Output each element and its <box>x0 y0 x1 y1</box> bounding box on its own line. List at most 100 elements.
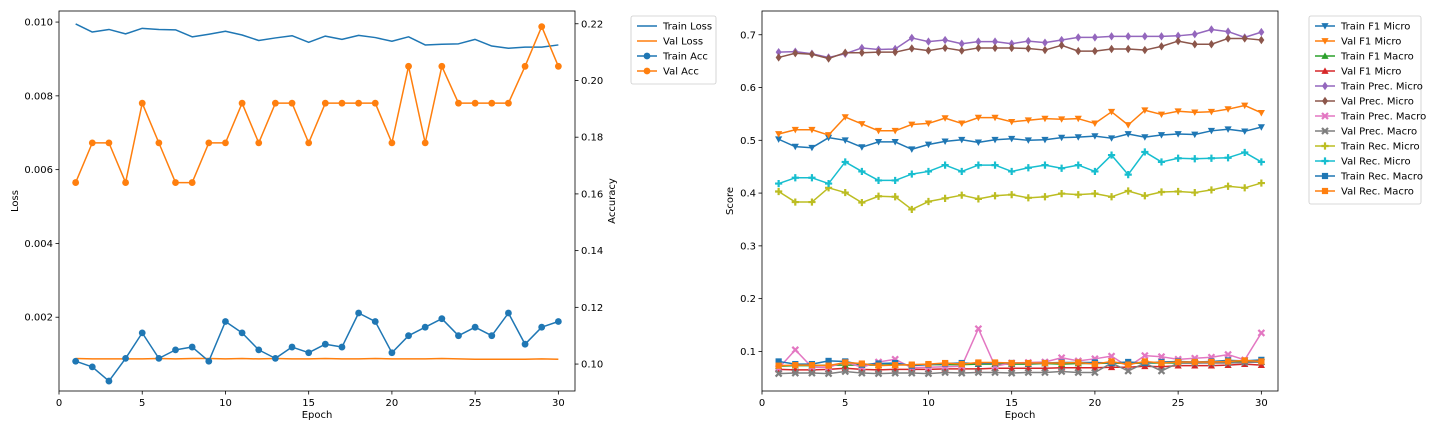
data-point <box>1241 128 1249 135</box>
data-point <box>808 50 815 59</box>
data-point <box>808 144 816 152</box>
legend-item: Train Rec. Macro <box>1315 172 1423 183</box>
data-point <box>1241 34 1248 43</box>
data-point <box>892 47 899 57</box>
data-point <box>958 167 966 176</box>
data-point <box>841 114 849 121</box>
data-point <box>875 47 882 57</box>
data-point <box>405 332 412 340</box>
data-point <box>1158 42 1165 51</box>
series-val-f1-micro <box>775 102 1265 139</box>
data-point <box>775 187 783 196</box>
data-point <box>1224 154 1232 162</box>
data-point <box>1241 102 1249 110</box>
y2-tick-label: 0.22 <box>581 19 603 30</box>
data-point <box>388 349 396 357</box>
data-point <box>1125 44 1132 54</box>
data-point <box>1207 154 1216 162</box>
legend-item: Train Prec. Macro <box>1315 112 1426 123</box>
x-tick-label: 15 <box>302 398 315 409</box>
data-point <box>1174 154 1182 162</box>
data-point <box>1025 359 1032 367</box>
data-point <box>1258 35 1265 45</box>
data-point <box>405 62 412 70</box>
data-point <box>958 191 966 199</box>
data-point <box>791 369 800 377</box>
data-point <box>355 309 363 317</box>
legend-item: Train Prec. Micro <box>1315 82 1423 93</box>
data-point <box>1058 134 1066 142</box>
data-point <box>991 368 999 377</box>
legend-marker <box>1321 172 1329 180</box>
data-point <box>825 357 832 365</box>
data-point <box>238 329 246 337</box>
data-point <box>1208 25 1215 34</box>
data-point <box>1058 116 1066 123</box>
data-point <box>471 323 479 331</box>
data-point <box>538 323 546 331</box>
legend-marker <box>1321 38 1329 45</box>
data-point <box>1041 45 1048 55</box>
data-point <box>924 120 933 128</box>
data-point <box>1157 367 1166 375</box>
data-point <box>824 179 833 188</box>
x-tick-label: 5 <box>139 398 145 409</box>
x-tick-label: 0 <box>759 398 765 409</box>
data-point <box>88 139 96 147</box>
data-point <box>488 332 496 340</box>
data-point <box>1008 118 1016 126</box>
data-point <box>1008 167 1016 176</box>
data-point <box>941 161 949 169</box>
data-point <box>908 121 916 129</box>
data-point <box>1091 368 1099 377</box>
data-point <box>891 176 899 185</box>
data-point <box>122 179 129 186</box>
series-val-loss <box>75 357 559 361</box>
data-point <box>1241 357 1248 364</box>
data-point <box>255 139 263 147</box>
data-point <box>321 99 329 107</box>
data-point <box>891 369 899 377</box>
y-tick-label: 0.010 <box>24 18 53 29</box>
data-point <box>222 318 229 325</box>
legend-label: Val Acc <box>663 67 699 78</box>
data-point <box>958 46 965 55</box>
data-point <box>974 324 983 333</box>
data-point <box>991 359 999 366</box>
data-point <box>271 354 279 362</box>
data-point <box>1041 193 1049 201</box>
data-point <box>1224 182 1232 190</box>
data-point <box>1074 134 1082 141</box>
data-point <box>1174 187 1182 196</box>
data-point <box>991 161 999 169</box>
data-point <box>774 369 783 378</box>
data-point <box>925 37 932 46</box>
data-point <box>841 158 849 166</box>
y-tick-label: 0.7 <box>740 30 756 41</box>
data-point <box>875 362 882 369</box>
loss-accuracy-chart: 0 5 10 15 20 25 30 0.002 0.004 0.006 0.008 0.010 0.1… <box>10 10 717 421</box>
data-point <box>271 99 279 107</box>
y-tick-label: 0.5 <box>740 136 756 147</box>
data-point <box>1074 364 1082 371</box>
data-point <box>775 53 782 62</box>
data-point <box>1141 107 1149 114</box>
data-point <box>992 37 999 46</box>
y-tick-label: 0.002 <box>24 313 53 324</box>
data-point <box>908 170 916 178</box>
data-point <box>1024 368 1033 377</box>
x-tick-label: 10 <box>219 398 232 409</box>
data-point <box>1058 35 1065 45</box>
data-point <box>438 315 446 323</box>
data-point <box>155 354 163 362</box>
legend-label: Val Loss <box>663 37 703 48</box>
data-point <box>371 318 379 325</box>
data-point <box>1124 131 1132 138</box>
data-point <box>205 357 213 365</box>
data-point <box>1124 122 1132 129</box>
data-point <box>1224 350 1232 359</box>
legend-label: Val Rec. Micro <box>1341 157 1411 168</box>
data-point <box>858 360 865 367</box>
y-tick-label: 0.006 <box>24 165 53 176</box>
